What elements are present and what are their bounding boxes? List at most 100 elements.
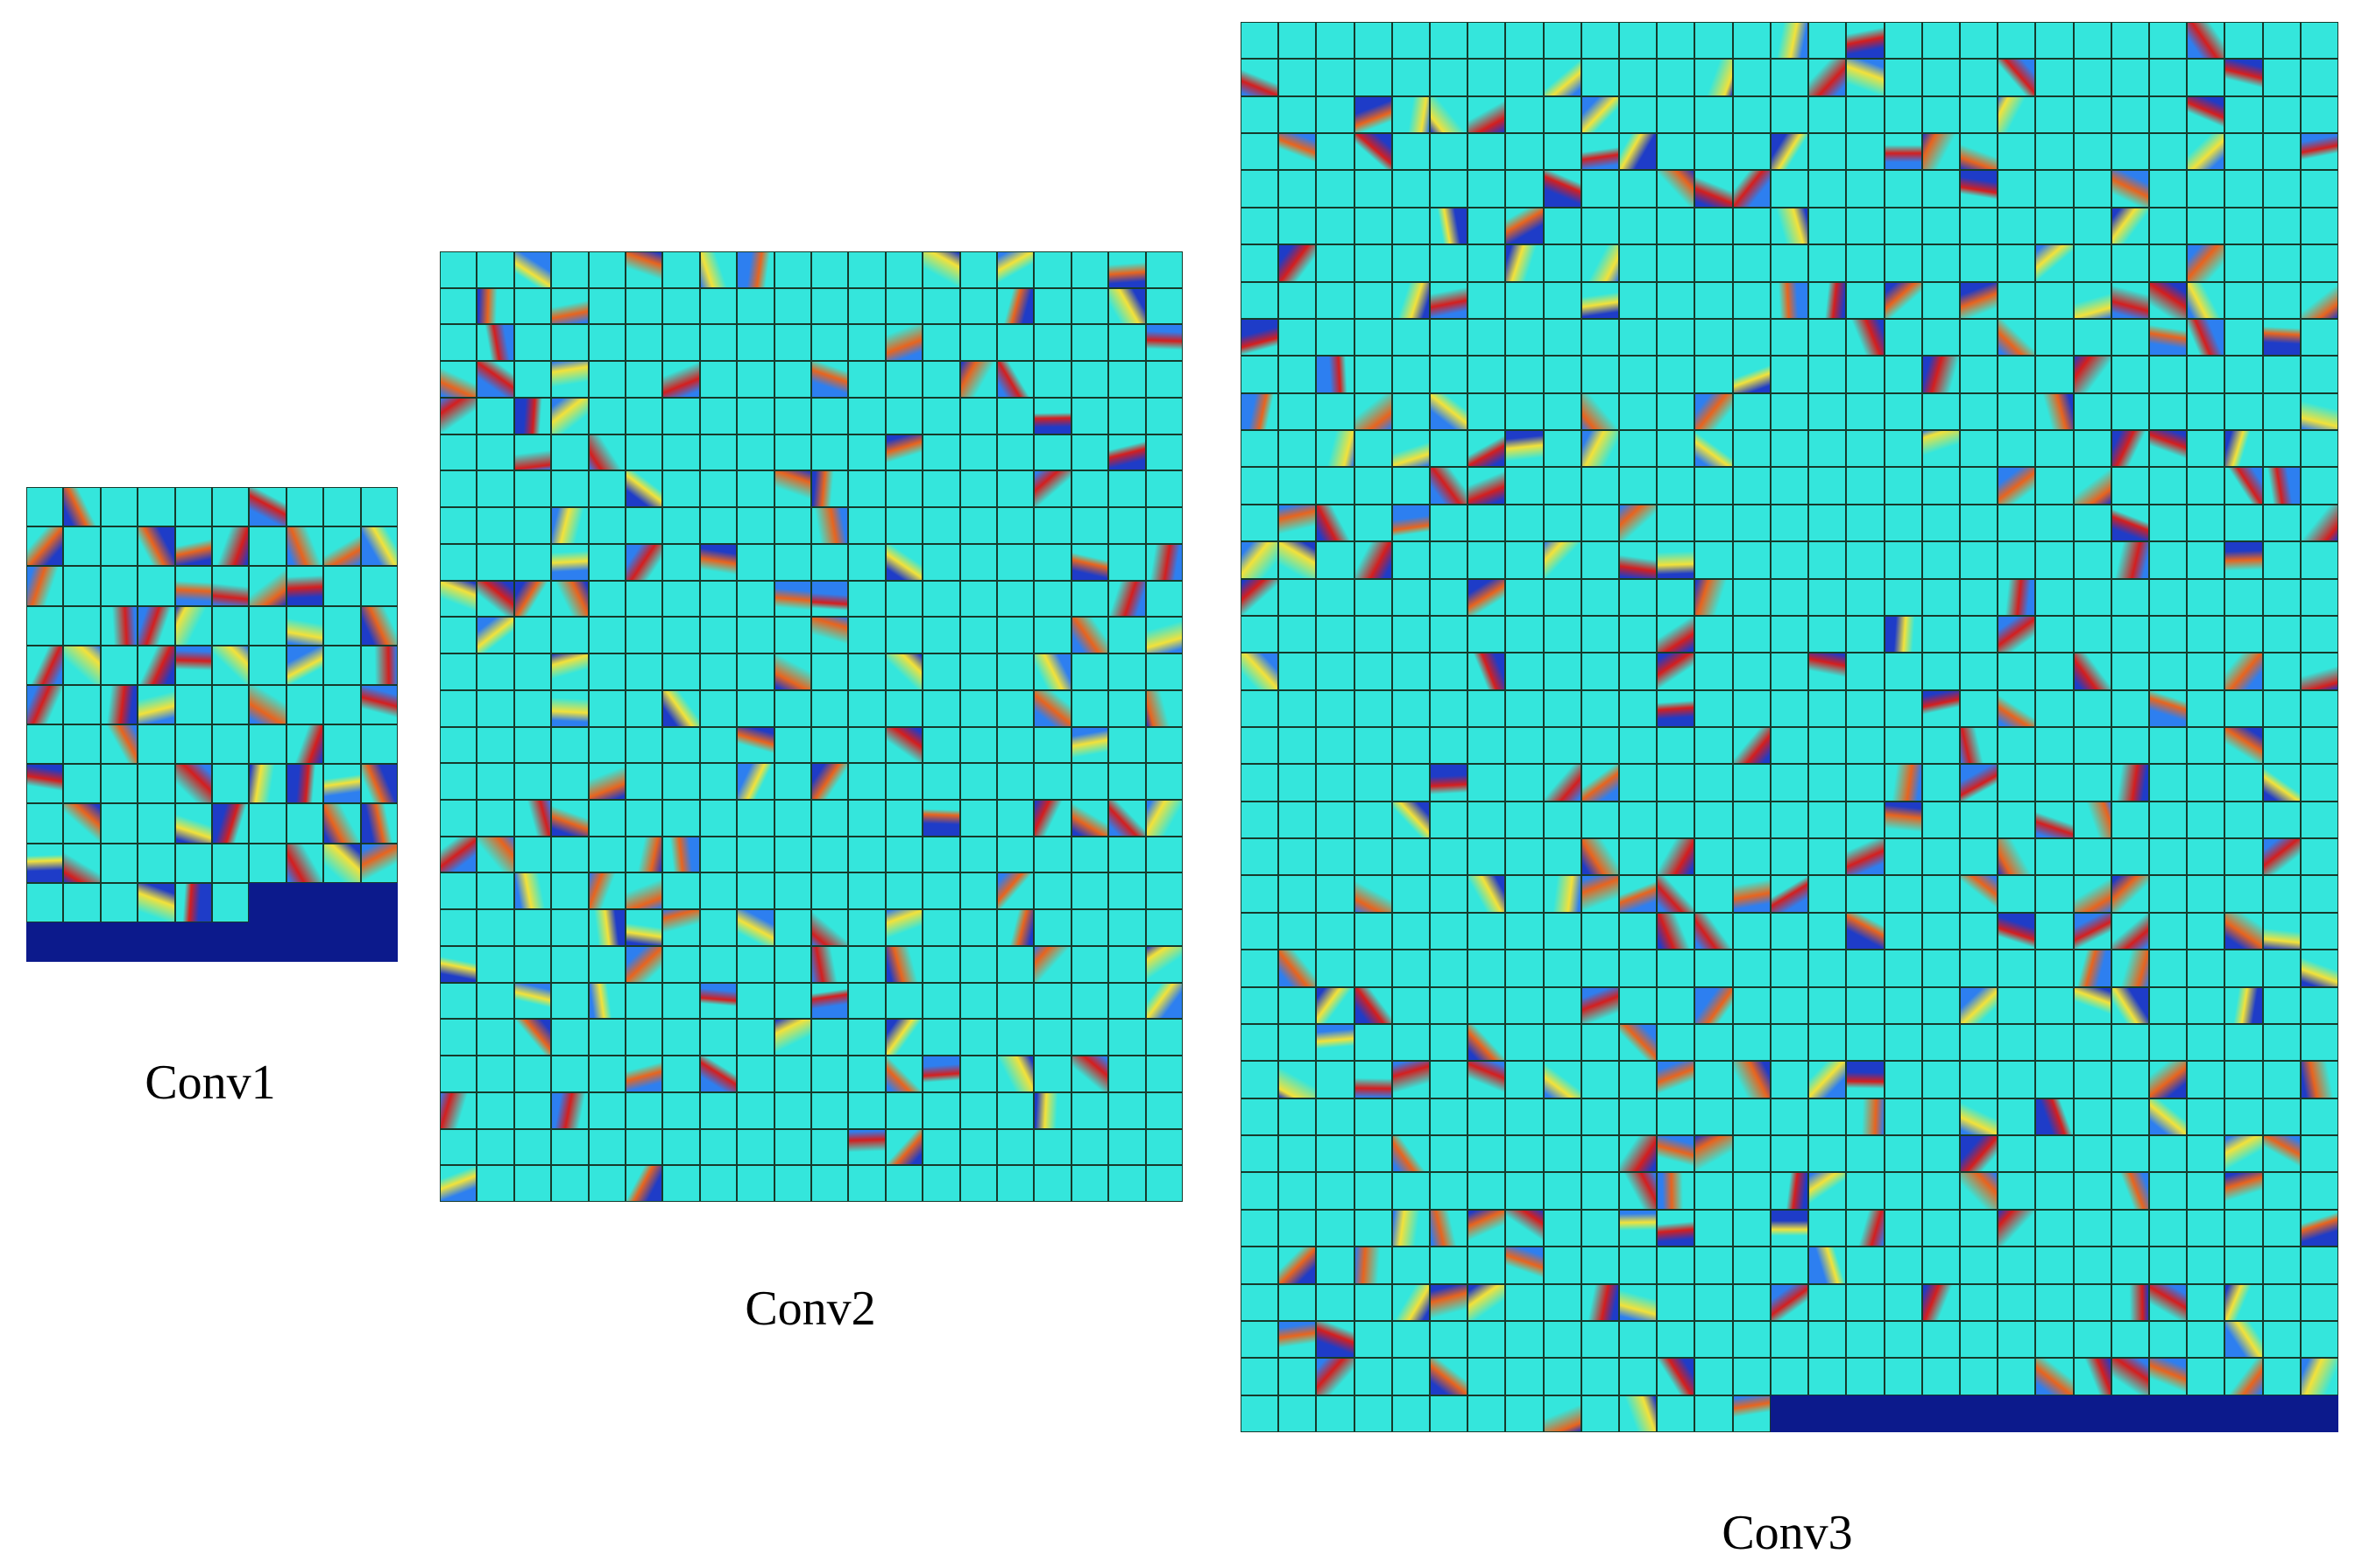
filter-cell [997,580,1035,618]
filter-cell [662,1056,700,1092]
filter-cell [1846,726,1885,765]
filter-cell [1316,615,1354,653]
filter-cell [1241,653,1279,690]
filter-cell [1505,244,1544,282]
filter-cell [1278,726,1317,765]
filter-cell [1354,615,1392,653]
filter-cell [2148,244,2188,282]
filter-cell [1316,653,1354,690]
filter-cell [1921,392,1960,431]
filter-cell [923,470,960,508]
filter-cell [1071,543,1109,581]
filter-cell [1467,1358,1506,1395]
filter-cell [1316,356,1354,393]
filter-cell [1108,361,1146,398]
filter-cell [2073,1283,2111,1321]
filter-cell [1391,541,1431,579]
filter-cell [2073,1320,2111,1359]
filter-cell [2262,95,2301,134]
filter-cell [440,287,477,325]
filter-cell [848,434,886,471]
filter-cell [1241,1209,1279,1247]
filter-cell [737,1019,774,1056]
filter-cell [2111,578,2149,616]
filter-cell [848,543,886,581]
filter-cell [2148,986,2188,1024]
filter-cell [811,872,849,910]
filter-cell [1884,653,1922,690]
filter-cell [626,982,663,1020]
filter-cell [1732,578,1771,616]
filter-cell [2187,726,2225,765]
filter-cell [1034,1056,1071,1092]
filter-cell [626,470,663,508]
filter-cell [1959,1209,1998,1247]
filter-cell [1241,504,1279,542]
filter-cell [1846,95,1885,134]
filter-cell [1808,578,1847,616]
filter-cell [774,543,811,581]
filter-cell [2187,764,2225,802]
filter-cell [1391,430,1431,468]
filter-cell [1884,764,1922,802]
filter-cell [2300,467,2338,505]
filter-cell [551,909,589,946]
filter-cell [1543,430,1581,468]
filter-cell [959,945,997,983]
filter-cell [1884,504,1922,542]
filter-cell [2262,1395,2301,1432]
filter-cell [774,361,811,398]
filter-cell [2300,170,2338,208]
filter-cell [513,799,552,837]
filter-cell [174,605,212,646]
filter-cell [2300,1247,2338,1284]
filter-cell [2035,1135,2074,1173]
filter-cell [2111,764,2149,802]
filter-cell [2148,318,2188,357]
filter-cell [1354,244,1392,282]
filter-cell [1543,95,1581,134]
filter-cell [249,645,286,685]
filter-cell [811,1091,849,1129]
filter-cell [1430,1247,1468,1284]
filter-cell [2224,1061,2263,1098]
filter-cell [1998,356,2036,393]
filter-cell [1959,912,1998,950]
filter-cell [323,645,361,685]
filter-cell [774,982,811,1020]
filter-cell [2111,430,2149,468]
filter-cell [885,836,923,873]
filter-cell [212,882,250,922]
filter-cell [626,726,663,764]
filter-cell [1959,541,1998,579]
filter-cell [2224,430,2263,468]
filter-cell [1959,318,1998,357]
filter-cell [997,909,1035,946]
filter-cell [959,434,997,471]
filter-cell [1316,838,1354,876]
filter-cell [63,922,101,962]
filter-cell [1694,726,1733,765]
filter-cell [997,543,1035,581]
filter-cell [26,843,64,883]
filter-cell [1846,875,1885,913]
filter-cell [1430,764,1468,802]
filter-cell [1034,543,1071,581]
filter-cell [626,617,663,654]
filter-cell [440,909,477,946]
filter-cell [1732,986,1771,1024]
filter-cell [1959,1247,1998,1284]
filter-cell [1846,244,1885,282]
filter-cell [1959,1320,1998,1359]
filter-cell [1108,1165,1146,1202]
filter-cell [699,361,738,398]
filter-cell [1657,1023,1695,1062]
filter-cell [440,470,477,508]
filter-cell [626,580,663,618]
filter-cell [2148,764,2188,802]
filter-cell [1145,1091,1183,1129]
filter-cell [1694,281,1733,319]
filter-cell [2300,504,2338,542]
filter-cell [2300,133,2338,171]
filter-cell [1316,1283,1354,1321]
